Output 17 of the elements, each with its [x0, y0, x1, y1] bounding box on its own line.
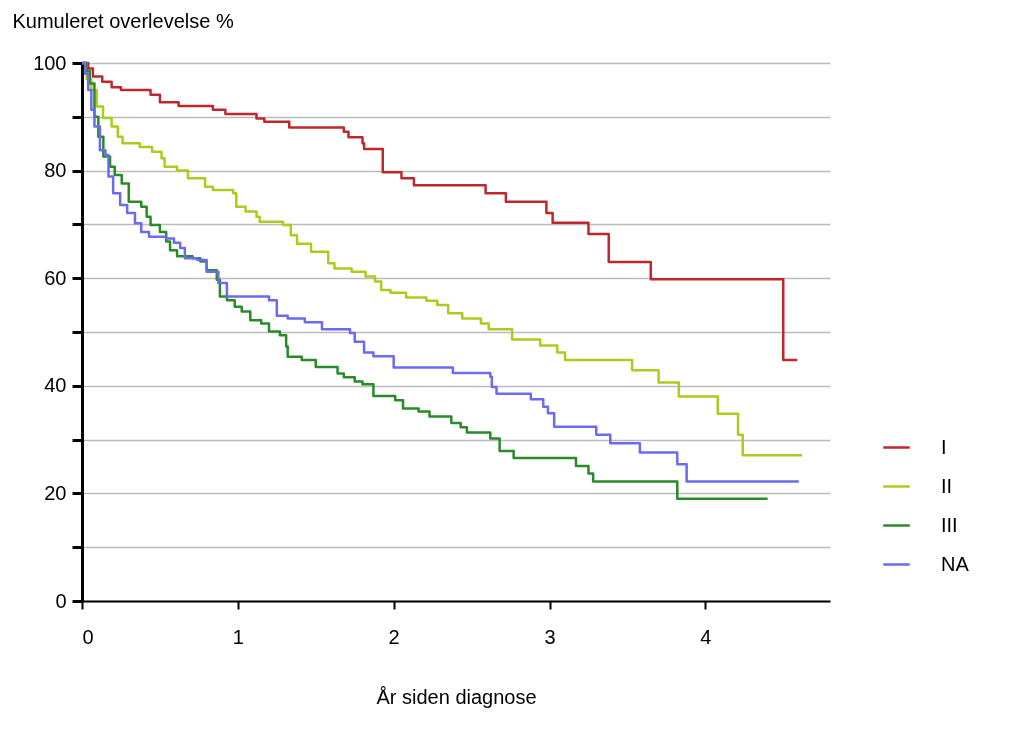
y-tick-label: 20	[44, 481, 67, 504]
x-tick-label: 2	[388, 625, 400, 648]
x-tick-label: 3	[544, 625, 556, 648]
legend-label: NA	[941, 552, 970, 575]
legend-label: I	[941, 435, 947, 458]
y-tick-label: 100	[33, 51, 67, 74]
x-tick-label: 1	[232, 625, 244, 648]
x-tick-label: 4	[700, 625, 712, 648]
y-tick-label: 0	[55, 589, 67, 612]
x-tick-label: 0	[82, 625, 94, 648]
y-tick-label: 40	[44, 374, 67, 397]
legend-label: II	[941, 474, 953, 497]
legend-label: III	[941, 513, 958, 536]
y-tick-label: 80	[44, 159, 67, 182]
y-tick-label: 60	[44, 266, 67, 289]
x-axis-title: År siden diagnose	[376, 685, 537, 708]
y-axis-title: Kumuleret overlevelse %	[12, 9, 234, 32]
